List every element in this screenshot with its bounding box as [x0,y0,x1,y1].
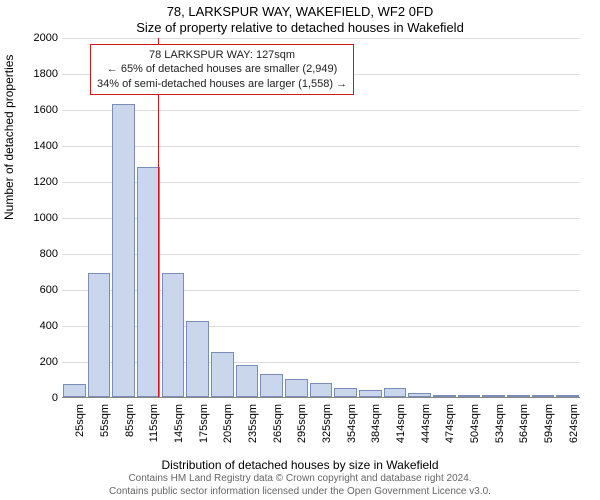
y-tick: 200 [22,356,58,368]
bar [334,388,357,397]
y-tick: 2000 [22,32,58,44]
footer-line2: Contains public sector information licen… [109,486,491,497]
y-tick: 400 [22,320,58,332]
x-tick: 115sqm [148,404,160,450]
bar [88,273,111,397]
x-tick: 354sqm [346,404,358,450]
chart-container: 78, LARKSPUR WAY, WAKEFIELD, WF2 0FD Siz… [0,0,600,500]
x-tick: 414sqm [395,404,407,450]
annotation-line: 34% of semi-detached houses are larger (… [97,77,347,91]
y-tick: 0 [22,392,58,404]
bar [260,374,283,397]
x-tick: 474sqm [444,404,456,450]
bar [458,395,481,397]
y-tick: 1000 [22,212,58,224]
x-tick: 85sqm [124,404,136,450]
x-tick: 175sqm [198,404,210,450]
annotation-line: 78 LARKSPUR WAY: 127sqm [97,48,347,62]
bar [211,352,234,397]
x-tick: 444sqm [420,404,432,450]
grid-line [62,146,580,147]
x-tick: 265sqm [272,404,284,450]
bar [310,383,333,397]
x-tick: 55sqm [99,404,111,450]
y-tick: 1200 [22,176,58,188]
bar [532,395,555,397]
x-tick: 504sqm [469,404,481,450]
x-tick: 594sqm [543,404,555,450]
y-axis-label: Number of detached properties [2,55,16,220]
bar [285,379,308,397]
bar [236,365,259,397]
grid-line [62,110,580,111]
y-tick: 1800 [22,68,58,80]
bar [408,393,431,397]
bar [556,395,579,397]
x-tick: 25sqm [74,404,86,450]
annotation-line: ← 65% of detached houses are smaller (2,… [97,62,347,76]
bar [112,104,135,397]
y-tick: 800 [22,248,58,260]
bar [63,384,86,397]
bar [433,395,456,397]
x-tick: 205sqm [222,404,234,450]
bar [137,167,160,397]
x-tick: 325sqm [321,404,333,450]
x-tick: 235sqm [247,404,259,450]
bar [507,395,530,397]
chart-title-line2: Size of property relative to detached ho… [0,20,600,35]
x-tick: 384sqm [370,404,382,450]
grid-line [62,38,580,39]
y-tick: 1600 [22,104,58,116]
y-tick: 600 [22,284,58,296]
x-axis-label: Distribution of detached houses by size … [0,458,600,472]
x-tick: 295sqm [296,404,308,450]
x-tick: 145sqm [173,404,185,450]
bar [186,321,209,397]
plot-area: 020040060080010001200140016001800200025s… [62,38,580,398]
bar [384,388,407,397]
bar [359,390,382,397]
footer-line1: Contains HM Land Registry data © Crown c… [128,473,471,484]
x-tick: 564sqm [518,404,530,450]
bar [162,273,185,397]
x-tick: 534sqm [494,404,506,450]
chart-title-line1: 78, LARKSPUR WAY, WAKEFIELD, WF2 0FD [0,4,600,19]
footer-text: Contains HM Land Registry data © Crown c… [0,473,600,498]
bar [482,395,505,397]
annotation-box: 78 LARKSPUR WAY: 127sqm← 65% of detached… [90,44,354,95]
x-tick: 624sqm [568,404,580,450]
y-tick: 1400 [22,140,58,152]
